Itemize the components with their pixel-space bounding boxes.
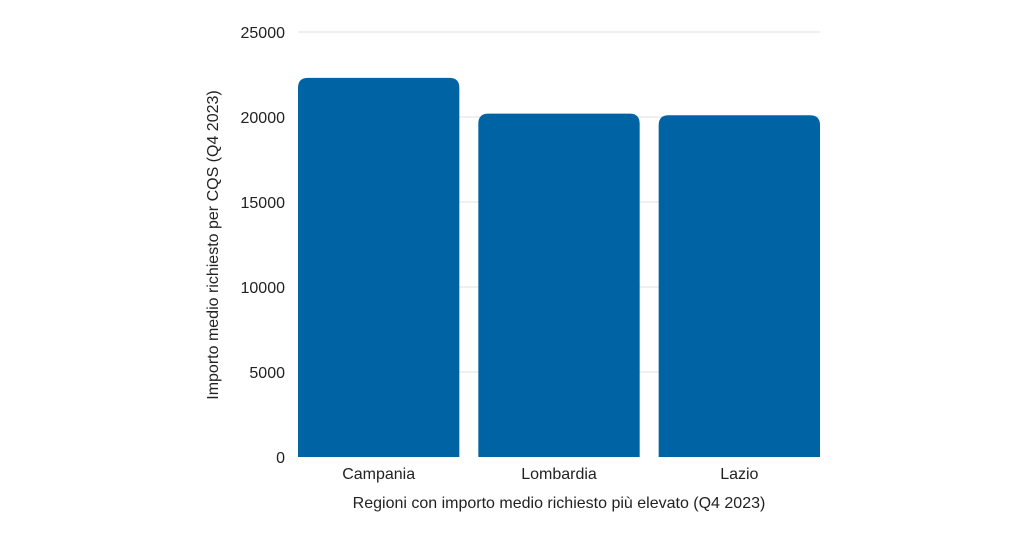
x-tick-label: Campania (342, 466, 415, 483)
y-axis-label: Importo medio richiesto per CQS (Q4 2023… (205, 90, 222, 399)
y-tick-label: 0 (276, 450, 285, 467)
y-axis-ticks: 0 5000 10000 15000 20000 25000 (241, 25, 286, 467)
y-tick-label: 5000 (249, 365, 285, 382)
bar-lombardia (478, 113, 640, 457)
y-tick-label: 25000 (241, 25, 286, 42)
bar-campania (298, 77, 460, 458)
x-axis-label: Regioni con importo medio richiesto più … (353, 495, 766, 512)
bars (298, 77, 820, 458)
y-tick-label: 10000 (241, 280, 286, 297)
x-tick-label: Lombardia (521, 466, 597, 483)
y-tick-label: 20000 (241, 110, 286, 127)
x-tick-label: Lazio (720, 466, 758, 483)
x-axis-categories: Campania Lombardia Lazio (342, 466, 758, 483)
bar-lazio (658, 115, 820, 458)
y-tick-label: 15000 (241, 195, 286, 212)
